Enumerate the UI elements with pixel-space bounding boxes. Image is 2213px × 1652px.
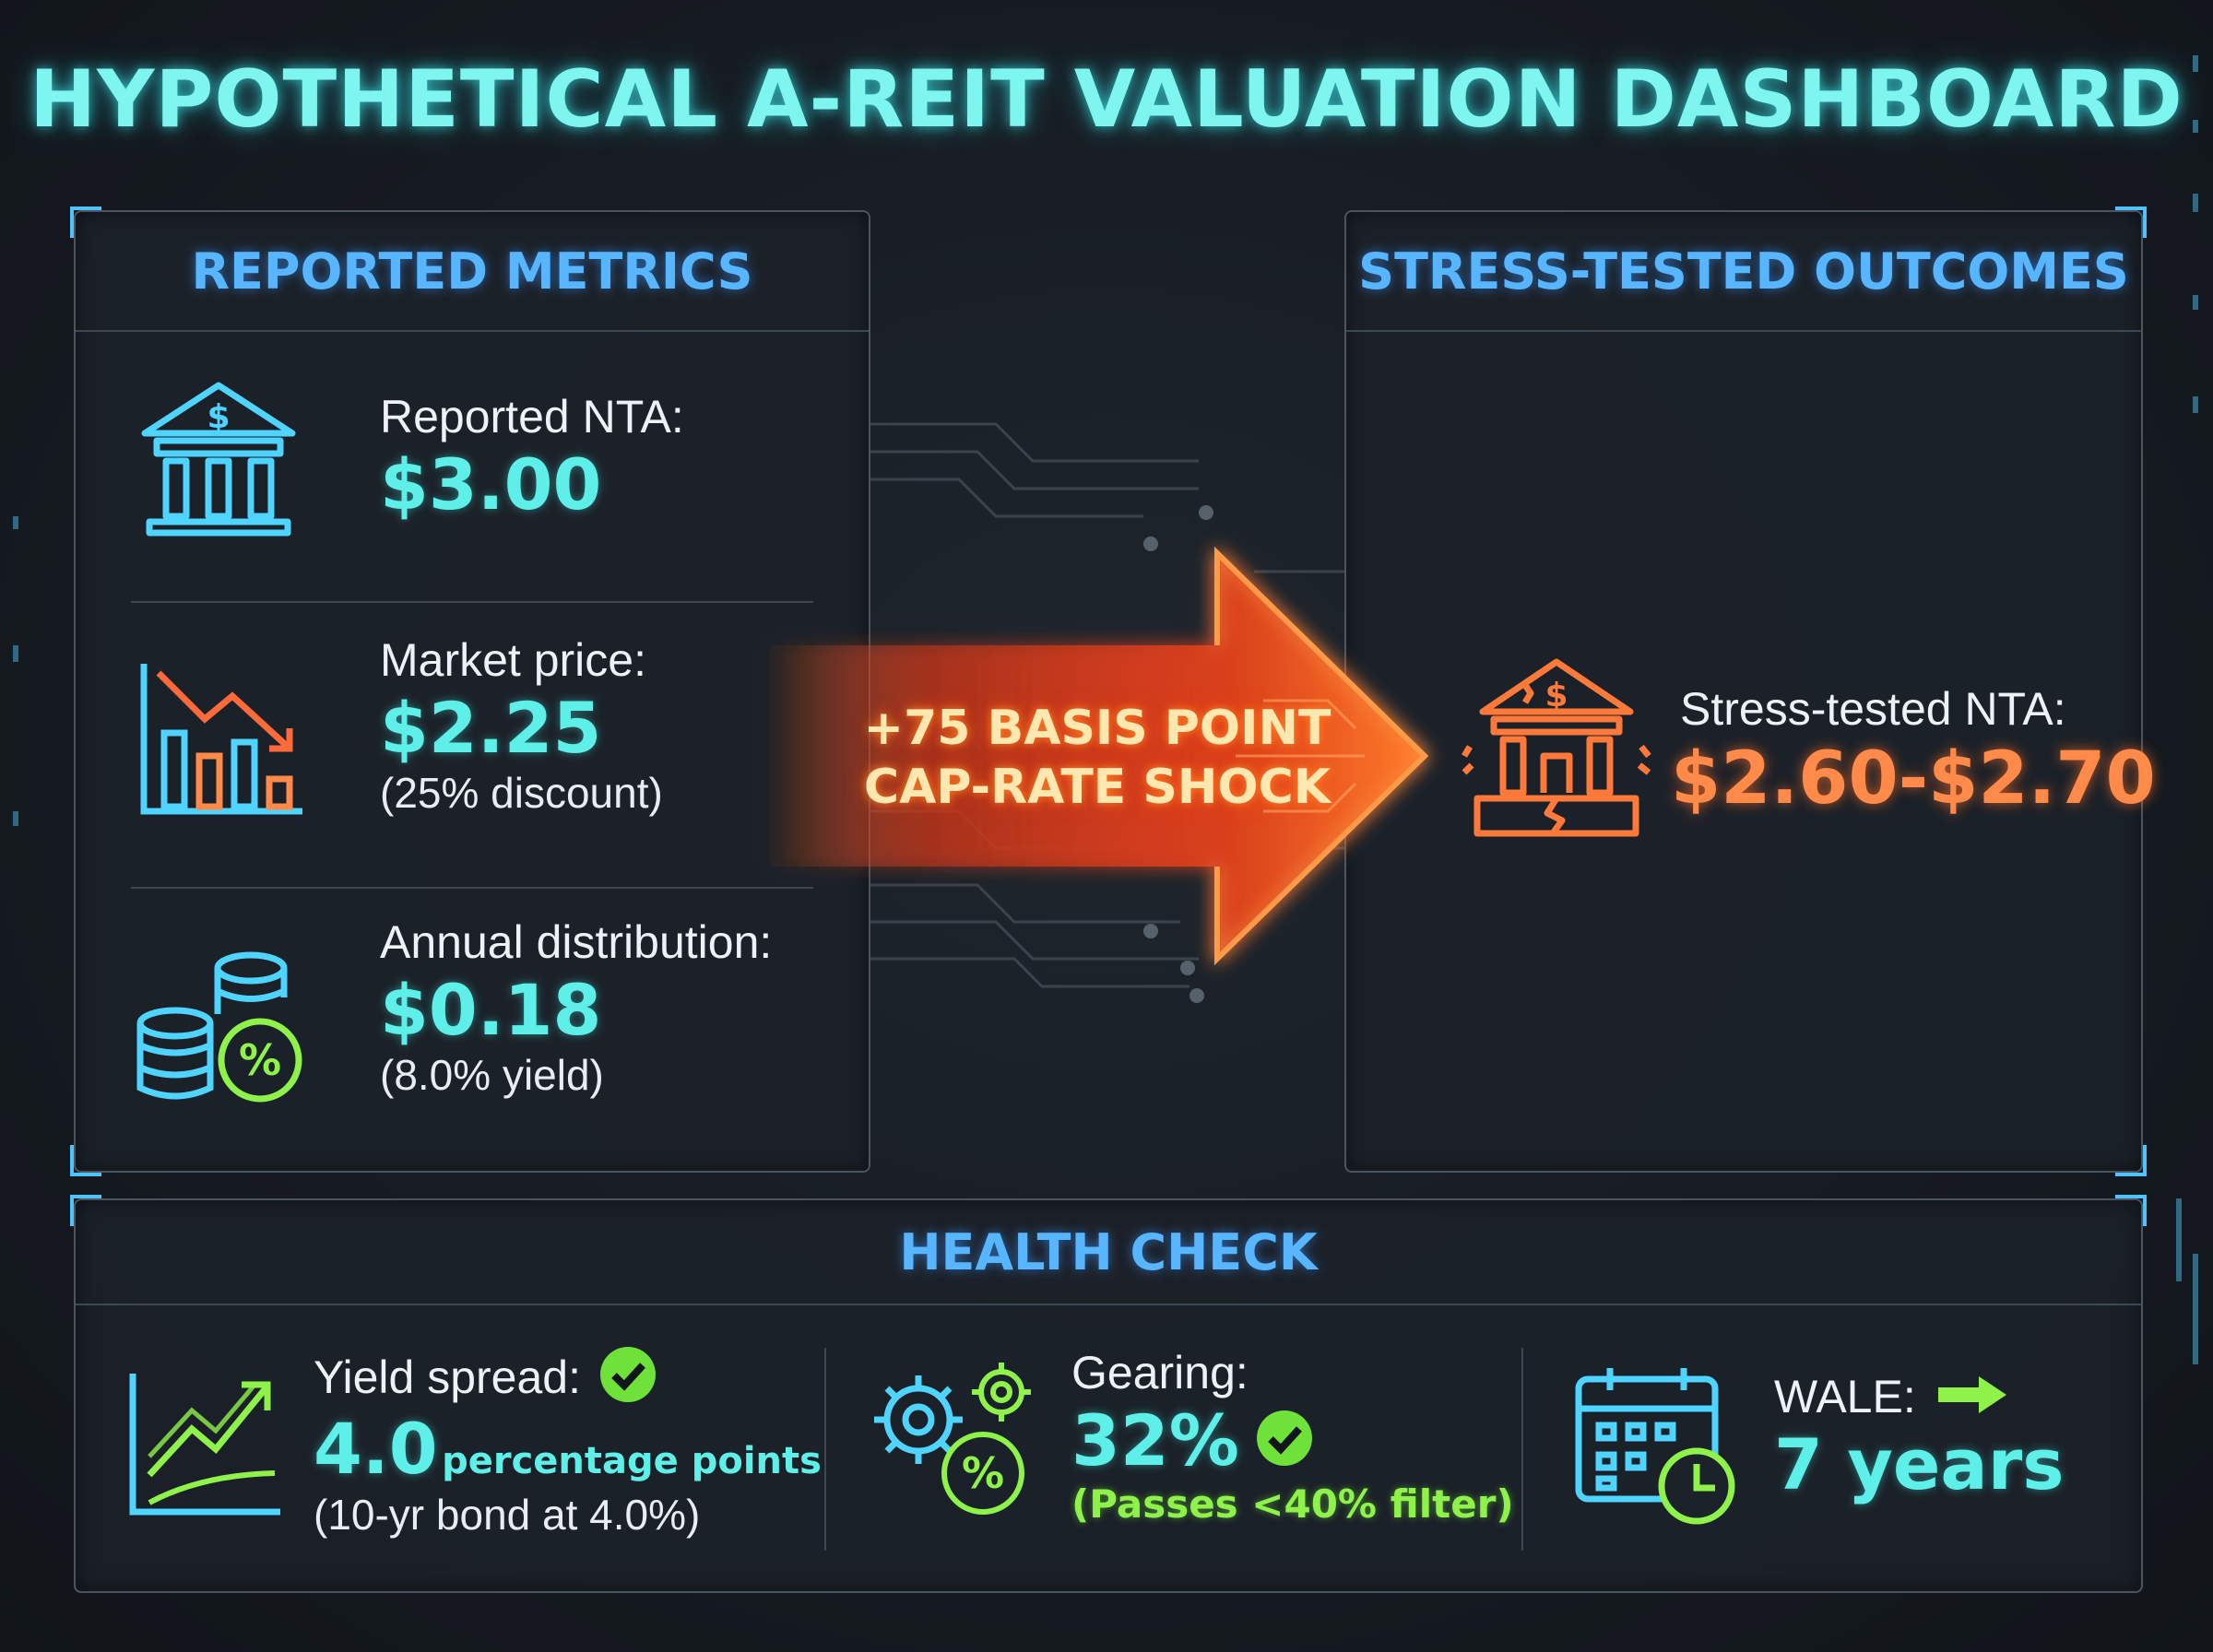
market-price-label: Market price:: [380, 634, 646, 686]
frame-corner: [70, 206, 101, 238]
annual-distribution-yield: (8.0% yield): [380, 1050, 604, 1099]
cap-rate-shock-label: +75 BASIS POINT CAP-RATE SHOCK: [811, 699, 1383, 817]
reported-metrics-heading: REPORTED METRICS: [76, 212, 869, 332]
shock-line-2: CAP-RATE SHOCK: [863, 760, 1331, 815]
yield-spread-value: 4.0: [314, 1408, 438, 1490]
market-price-metric: Market price: $2.25 (25% discount): [76, 634, 869, 931]
stress-tested-heading: STRESS-TESTED OUTCOMES: [1346, 212, 2141, 332]
stress-tested-nta-value: $2.60-$2.70: [1671, 738, 2156, 820]
gears-percent-icon: %: [863, 1355, 1047, 1526]
gearing-filter-note: (Passes <40% filter): [1071, 1481, 1514, 1527]
frame-corner: [2115, 1195, 2147, 1226]
calendar-clock-icon: [1571, 1361, 1746, 1531]
svg-text:%: %: [962, 1448, 1004, 1498]
health-check-panel: HEALTH CHECK: [74, 1198, 2143, 1593]
yield-spread-block: Yield spread: 4.0 percentage points (10-…: [314, 1346, 822, 1540]
health-check-heading: HEALTH CHECK: [76, 1200, 2141, 1305]
market-price-discount: (25% discount): [380, 768, 663, 817]
metric-divider: [131, 887, 813, 889]
wale-block: WALE: 7 years: [1774, 1370, 2064, 1505]
health-divider: [1521, 1348, 1523, 1551]
wale-label: WALE:: [1774, 1371, 1916, 1422]
reported-nta-value: $3.00: [380, 442, 602, 525]
gearing-block: Gearing: 32% (Passes <40% filter): [1071, 1346, 1514, 1527]
stress-tested-nta-label: Stress-tested NTA:: [1680, 683, 2066, 735]
stress-tested-panel: STRESS-TESTED OUTCOMES: [1344, 210, 2143, 1173]
frame-corner: [70, 1145, 101, 1176]
yield-spread-bond: (10-yr bond at 4.0%): [314, 1491, 701, 1539]
check-icon: [599, 1346, 657, 1408]
coins-percent-icon: %: [131, 940, 315, 1120]
yield-spread-label: Yield spread:: [314, 1351, 581, 1403]
metric-divider: [131, 601, 813, 603]
gearing-value: 32%: [1071, 1399, 1239, 1481]
annual-distribution-label: Annual distribution:: [380, 916, 773, 968]
reported-metrics-panel: REPORTED METRICS $ Reported NTA: $3.00: [74, 210, 870, 1173]
frame-corner: [2115, 206, 2147, 238]
declining-bars-icon: [131, 655, 306, 834]
reported-nta-metric: $ Reported NTA: $3.00: [76, 369, 869, 645]
svg-text:$: $: [1544, 677, 1568, 714]
gearing-label: Gearing:: [1071, 1347, 1249, 1398]
cracked-bank-icon: $: [1461, 645, 1651, 853]
wale-value: 7 years: [1774, 1423, 2065, 1505]
frame-corner: [70, 1195, 101, 1226]
page-title: HYPOTHETICAL A-REIT VALUATION DASHBOARD: [30, 53, 2183, 146]
yield-spread-unit: percentage points: [442, 1440, 822, 1482]
trend-up-icon: [127, 1364, 284, 1526]
svg-text:%: %: [239, 1035, 281, 1085]
health-divider: [824, 1348, 826, 1551]
frame-corner: [2115, 1145, 2147, 1176]
svg-text:$: $: [207, 398, 230, 436]
annual-distribution-metric: % Annual distribution: $0.18 (8.0% yield…: [76, 916, 869, 1217]
reported-nta-label: Reported NTA:: [380, 391, 684, 442]
bank-icon: $: [131, 369, 306, 549]
shock-line-1: +75 BASIS POINT: [863, 701, 1331, 756]
check-icon: [1256, 1410, 1313, 1471]
right-arrow-icon: [1935, 1375, 2008, 1420]
market-price-value: $2.25: [380, 686, 602, 769]
annual-distribution-value: $0.18: [380, 968, 602, 1051]
